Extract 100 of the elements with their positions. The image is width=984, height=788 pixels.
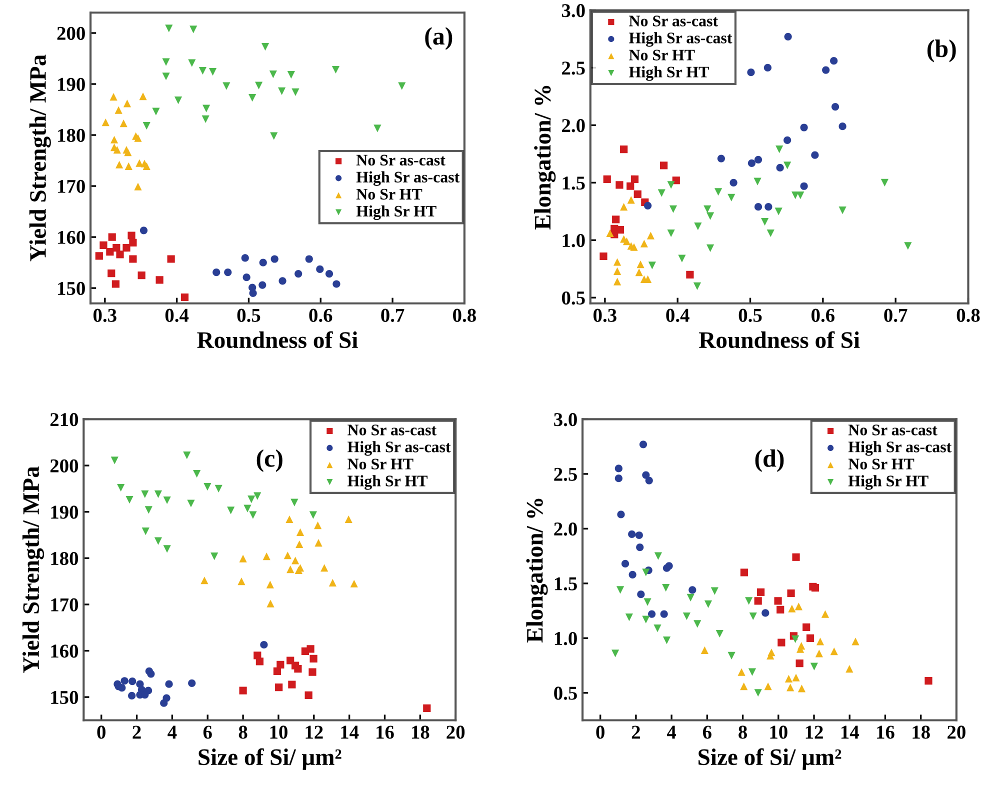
x-tick-label: 18	[412, 726, 430, 739]
point	[800, 124, 808, 132]
point	[816, 638, 824, 646]
x-tick-label: 0	[596, 726, 604, 739]
point	[108, 269, 116, 278]
point	[830, 647, 838, 656]
point	[115, 160, 124, 168]
point	[190, 26, 198, 34]
y-tick-label: 190	[51, 506, 78, 519]
x-tick-label: 0.3	[94, 308, 116, 322]
point	[308, 668, 316, 676]
point	[710, 587, 718, 595]
point	[636, 543, 644, 552]
x-tick-label: 0.8	[453, 308, 476, 322]
point	[625, 614, 633, 622]
point	[800, 182, 808, 190]
point	[802, 623, 810, 631]
point	[162, 58, 170, 66]
point	[606, 229, 614, 238]
point	[332, 66, 340, 74]
point	[183, 452, 191, 460]
point	[328, 578, 336, 586]
point	[634, 190, 642, 198]
point	[792, 553, 800, 561]
x-tick-label: 0.8	[956, 308, 980, 322]
point	[822, 66, 830, 74]
point	[106, 248, 114, 256]
y-tick-label: 160	[51, 644, 78, 658]
point	[616, 181, 624, 189]
y-tick-label: 3.0	[562, 4, 585, 18]
point	[796, 192, 804, 200]
point	[294, 270, 302, 278]
point	[198, 66, 207, 75]
y-tick-label: 3.0	[554, 413, 577, 426]
point	[112, 244, 120, 252]
point	[193, 470, 201, 478]
point	[120, 677, 128, 685]
point	[316, 265, 324, 274]
y-tick-label: 0.5	[562, 291, 585, 305]
point	[290, 498, 298, 506]
legend-label: High Sr HT	[348, 475, 428, 490]
point	[288, 680, 296, 688]
point	[202, 115, 210, 124]
point	[730, 178, 738, 186]
point	[787, 589, 795, 598]
point	[262, 552, 270, 560]
point	[292, 88, 300, 96]
point	[212, 268, 220, 276]
point	[776, 146, 784, 154]
x-tick-label: 0	[97, 726, 106, 739]
point	[249, 511, 257, 519]
point	[270, 132, 278, 140]
point	[748, 668, 756, 676]
point	[754, 156, 762, 164]
point	[222, 82, 230, 90]
point	[693, 282, 702, 290]
point	[764, 203, 772, 211]
x-tick-label: 0.6	[309, 308, 332, 322]
y-tick-label: 150	[51, 690, 78, 704]
legend-label: High Sr as-cast	[629, 32, 732, 47]
point	[754, 689, 762, 697]
point	[167, 255, 175, 263]
point	[126, 496, 134, 504]
point	[644, 202, 652, 210]
point	[798, 684, 806, 692]
x-axis-title: Size of Si/ μm²	[698, 748, 842, 770]
point	[124, 148, 132, 156]
y-tick-label: 1.5	[562, 176, 585, 190]
point	[110, 136, 118, 144]
point	[747, 68, 755, 76]
point	[117, 484, 125, 492]
x-tick-label: 10	[770, 726, 788, 739]
point	[630, 175, 639, 184]
legend-label: High Sr as-cast	[848, 441, 952, 456]
legend-label: No Sr HT	[356, 188, 422, 200]
point	[309, 511, 317, 519]
point	[714, 188, 722, 196]
point	[95, 252, 103, 260]
point	[261, 42, 270, 51]
point	[637, 590, 645, 598]
point	[276, 660, 284, 668]
x-tick-label: 0.4	[165, 308, 189, 322]
point	[128, 232, 136, 240]
point	[350, 580, 358, 588]
point	[796, 660, 804, 668]
point	[278, 277, 286, 285]
point	[116, 250, 124, 258]
point	[160, 699, 168, 707]
point	[614, 464, 622, 472]
point	[120, 120, 128, 128]
point	[662, 636, 671, 644]
point	[287, 71, 295, 79]
y-tick-label: 150	[58, 282, 85, 296]
point	[187, 500, 195, 508]
point	[398, 82, 406, 90]
point	[706, 244, 714, 252]
point	[128, 678, 136, 686]
point	[811, 584, 820, 592]
point	[129, 238, 137, 246]
point	[296, 540, 304, 548]
